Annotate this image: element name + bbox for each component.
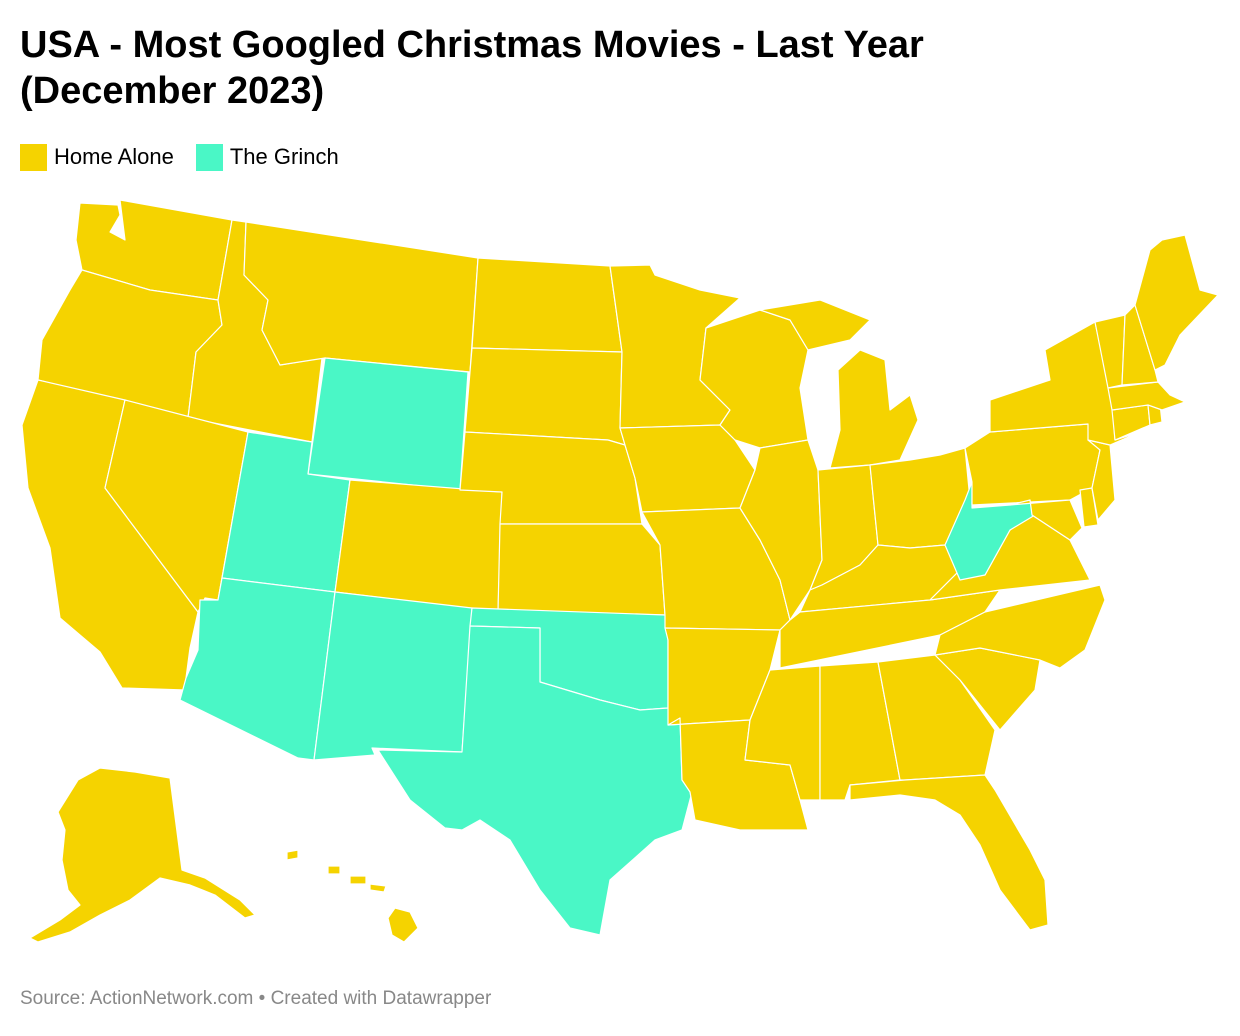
state-ma xyxy=(1107,381,1186,411)
state-wa xyxy=(75,199,233,301)
state-co xyxy=(334,479,503,613)
state-sd xyxy=(464,347,626,446)
state-me xyxy=(1134,234,1219,371)
state-nm xyxy=(313,591,473,761)
state-mt xyxy=(243,221,479,373)
legend: Home Alone The Grinch xyxy=(20,142,339,172)
state-nh xyxy=(1121,304,1159,386)
state-wy xyxy=(307,357,469,491)
state-md xyxy=(1009,499,1083,541)
chart-title: USA - Most Googled Christmas Movies - La… xyxy=(20,22,1220,114)
chart-title-line-2: (December 2023) xyxy=(20,70,325,112)
state-tx xyxy=(377,625,693,936)
state-ks xyxy=(497,523,666,616)
state-nd xyxy=(471,257,623,353)
source-footer: Source: ActionNetwork.com • Created with… xyxy=(20,988,492,1009)
legend-item-home-alone: Home Alone xyxy=(20,142,174,172)
legend-swatch-home-alone xyxy=(20,143,47,171)
state-az xyxy=(179,577,336,761)
legend-item-the-grinch: The Grinch xyxy=(195,142,339,172)
chart-title-line-1: USA - Most Googled Christmas Movies - La… xyxy=(20,24,924,66)
state-mi xyxy=(759,299,919,469)
state-ak xyxy=(29,767,256,943)
legend-swatch-the-grinch xyxy=(195,143,223,171)
state-fl xyxy=(849,774,1049,931)
legend-label-home-alone: Home Alone xyxy=(54,144,174,169)
state-hi xyxy=(286,849,419,943)
legend-label-the-grinch: The Grinch xyxy=(229,144,339,169)
state-nc xyxy=(934,584,1106,669)
